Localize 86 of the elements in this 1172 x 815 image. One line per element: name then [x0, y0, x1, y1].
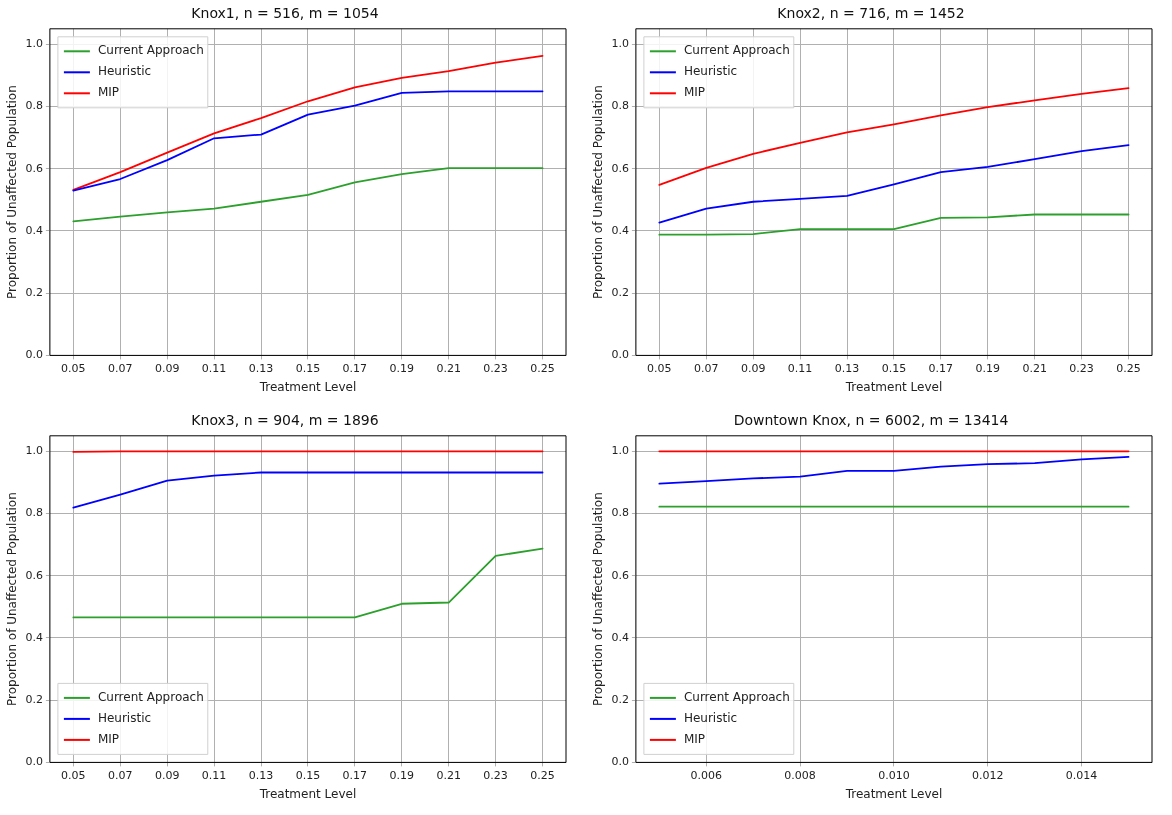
y-tick-label: 0.2 — [611, 693, 629, 707]
x-tick-label: 0.19 — [389, 361, 415, 375]
legend-label: Heuristic — [97, 711, 152, 726]
x-axis-title: Treatment Level — [844, 379, 943, 394]
y-tick-label: 0.0 — [25, 755, 43, 769]
x-tick-label: 0.13 — [248, 361, 274, 375]
x-tick-label: 0.09 — [154, 361, 180, 375]
x-tick-label: 0.21 — [436, 361, 461, 375]
y-axis-title: Proportion of Unaffected Population — [5, 492, 20, 706]
y-tick-label: 0.4 — [611, 630, 629, 644]
y-tick-label: 0.6 — [25, 161, 43, 175]
x-tick-label: 0.13 — [834, 361, 860, 375]
x-tick-label: 0.07 — [694, 361, 719, 375]
x-tick-label: 0.012 — [972, 768, 1004, 782]
x-axis-title: Treatment Level — [844, 786, 943, 801]
x-tick-label: 0.17 — [342, 361, 368, 375]
chart-title: Knox3, n = 904, m = 1896 — [191, 412, 379, 429]
legend-label: MIP — [683, 85, 706, 100]
y-tick-label: 0.2 — [611, 286, 629, 300]
y-tick-label: 0.0 — [611, 755, 629, 769]
x-tick-label: 0.19 — [389, 768, 415, 782]
y-tick-label: 1.0 — [611, 37, 629, 51]
y-tick-label: 1.0 — [25, 444, 43, 458]
y-tick-label: 1.0 — [611, 444, 629, 458]
x-tick-label: 0.09 — [154, 768, 180, 782]
x-tick-label: 0.010 — [878, 768, 910, 782]
y-tick-label: 0.8 — [25, 506, 43, 520]
x-tick-label: 0.014 — [1065, 768, 1098, 782]
legend-label: Current Approach — [683, 43, 790, 58]
legend-label: MIP — [97, 85, 120, 100]
y-tick-label: 1.0 — [25, 37, 43, 51]
x-tick-label: 0.21 — [1022, 361, 1047, 375]
x-tick-label: 0.17 — [928, 361, 954, 375]
x-tick-label: 0.25 — [530, 768, 555, 782]
x-tick-label: 0.05 — [61, 361, 86, 375]
legend-label: Current Approach — [97, 690, 204, 705]
x-tick-label: 0.07 — [108, 361, 133, 375]
y-tick-label: 0.8 — [611, 506, 629, 520]
y-tick-label: 0.2 — [25, 286, 43, 300]
x-tick-label: 0.15 — [295, 768, 321, 782]
x-tick-label: 0.006 — [690, 768, 723, 782]
x-tick-label: 0.11 — [201, 768, 227, 782]
y-tick-label: 0.2 — [25, 693, 43, 707]
y-tick-label: 0.4 — [25, 223, 43, 237]
legend-label: Heuristic — [97, 64, 152, 79]
y-tick-label: 0.0 — [611, 348, 629, 362]
x-tick-label: 0.07 — [108, 768, 133, 782]
legend-label: MIP — [97, 732, 120, 747]
x-tick-label: 0.05 — [647, 361, 672, 375]
legend-label: MIP — [683, 732, 706, 747]
x-tick-label: 0.25 — [530, 361, 555, 375]
legend-label: Heuristic — [683, 711, 738, 726]
x-tick-label: 0.21 — [436, 768, 461, 782]
x-tick-label: 0.05 — [61, 768, 86, 782]
legend-label: Current Approach — [683, 690, 790, 705]
x-tick-label: 0.23 — [483, 768, 508, 782]
x-tick-label: 0.11 — [201, 361, 227, 375]
x-tick-label: 0.15 — [881, 361, 907, 375]
x-tick-label: 0.23 — [483, 361, 508, 375]
y-tick-label: 0.8 — [25, 99, 43, 113]
x-tick-label: 0.15 — [295, 361, 321, 375]
y-tick-label: 0.4 — [611, 223, 629, 237]
x-tick-label: 0.17 — [342, 768, 368, 782]
legend-label: Current Approach — [97, 43, 204, 58]
y-tick-label: 0.0 — [25, 348, 43, 362]
y-axis-title: Proportion of Unaffected Population — [591, 492, 606, 706]
x-axis-title: Treatment Level — [258, 786, 357, 801]
y-axis-title: Proportion of Unaffected Population — [591, 85, 606, 299]
y-axis-title: Proportion of Unaffected Population — [5, 85, 20, 299]
legend-label: Heuristic — [683, 64, 738, 79]
y-tick-label: 0.4 — [25, 630, 43, 644]
chart-title: Downtown Knox, n = 6002, m = 13414 — [733, 412, 1009, 429]
chart-title: Knox1, n = 516, m = 1054 — [191, 5, 379, 22]
y-tick-label: 0.6 — [611, 568, 629, 582]
y-tick-label: 0.8 — [611, 99, 629, 113]
x-tick-label: 0.23 — [1069, 361, 1094, 375]
x-axis-title: Treatment Level — [258, 379, 357, 394]
x-tick-label: 0.008 — [784, 768, 816, 782]
y-tick-label: 0.6 — [611, 161, 629, 175]
x-tick-label: 0.13 — [248, 768, 274, 782]
x-tick-label: 0.09 — [740, 361, 766, 375]
x-tick-label: 0.11 — [787, 361, 813, 375]
x-tick-label: 0.25 — [1116, 361, 1141, 375]
chart-title: Knox2, n = 716, m = 1452 — [777, 5, 965, 22]
x-tick-label: 0.19 — [975, 361, 1001, 375]
y-tick-label: 0.6 — [25, 568, 43, 582]
